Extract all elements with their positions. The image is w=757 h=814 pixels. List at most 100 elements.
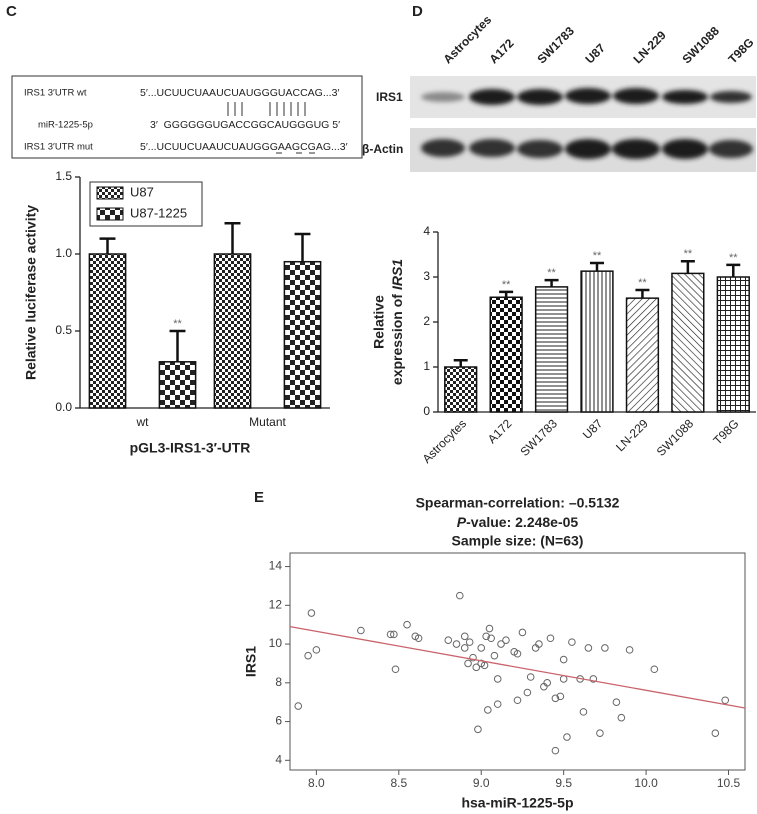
point xyxy=(403,620,411,629)
point xyxy=(452,640,461,648)
x-tick-label: 10.0 xyxy=(634,776,658,790)
y-tick-label: 4 xyxy=(275,752,282,766)
point xyxy=(460,644,469,652)
western-blot: IRS1 β-Actin Astrocytes A172 SW1783 U87 … xyxy=(362,12,757,172)
seq-label: IRS1 3′UTR wt xyxy=(24,88,87,99)
legend-swatch xyxy=(96,186,124,200)
bar xyxy=(625,297,660,413)
point xyxy=(312,646,321,654)
x-tick-label: 9.5 xyxy=(555,776,572,790)
point xyxy=(294,702,303,710)
legend-label: U87 xyxy=(130,184,154,199)
point xyxy=(551,694,560,703)
y-tick-label: 4 xyxy=(423,224,430,238)
error-bar xyxy=(169,329,186,362)
x-axis-label: hsa-miR-1225-5p xyxy=(461,795,573,811)
plot-frame xyxy=(289,552,746,771)
seq-label: miR-1225-5p xyxy=(38,120,93,131)
error-bar xyxy=(99,237,116,254)
point xyxy=(484,706,492,714)
error-bar xyxy=(499,290,514,298)
significance: ** xyxy=(593,250,602,262)
y-tick-label: 6 xyxy=(275,714,282,728)
bar xyxy=(534,286,569,413)
point xyxy=(556,692,565,701)
lane-label: A172 xyxy=(486,36,516,66)
bar xyxy=(88,253,127,409)
point xyxy=(579,708,588,716)
y-tick-label: 0.5 xyxy=(55,323,72,337)
panel-label: C xyxy=(6,3,17,20)
lane-label: T98G xyxy=(725,35,756,66)
title-italic: P xyxy=(457,514,467,530)
y-axis-label-gene: IRS1 xyxy=(389,259,405,290)
point xyxy=(721,696,730,705)
y-tick-label: 1.5 xyxy=(55,169,72,183)
title-part: -value: 2.248e-05 xyxy=(466,514,578,530)
point xyxy=(589,675,598,683)
point xyxy=(518,628,527,637)
lane-labels: Astrocytes A172 SW1783 U87 LN-229 SW1088… xyxy=(440,12,756,66)
x-tick-label: Astrocytes xyxy=(420,416,470,466)
x-axis-label: pGL3-IRS1-3′-UTR xyxy=(130,440,251,456)
error-bar xyxy=(294,232,311,262)
panel-label: E xyxy=(254,489,264,506)
point xyxy=(502,636,510,644)
base-pair-lines xyxy=(227,102,306,116)
point xyxy=(482,632,490,641)
seq-text: 5′...UCUUCUAAUCUAUGGGUACCAG...3′ xyxy=(140,87,339,99)
lane-label: SW1088 xyxy=(679,24,722,67)
point xyxy=(625,646,634,654)
panel-label: D xyxy=(412,3,423,20)
bar xyxy=(671,272,705,413)
point xyxy=(464,659,472,668)
point xyxy=(386,630,395,639)
point xyxy=(523,688,532,697)
significance: ** xyxy=(547,267,556,279)
chart-title: P-value: 2.248e-05 xyxy=(457,514,579,530)
significance: ** xyxy=(173,318,182,330)
x-tick-label: A172 xyxy=(485,416,515,446)
point xyxy=(456,591,464,600)
point xyxy=(414,634,423,643)
seq-text: 3′ GGGGGGUGACCGGCAUGGGUG 5′ xyxy=(150,119,340,131)
bands xyxy=(421,88,753,159)
point xyxy=(307,609,316,617)
point xyxy=(543,679,551,687)
point xyxy=(601,644,609,652)
bar xyxy=(716,276,750,413)
error-bar xyxy=(224,221,241,254)
y-tick-label: 2 xyxy=(423,314,430,328)
x-tick-label: U87 xyxy=(580,416,606,442)
bar xyxy=(580,270,614,413)
y-axis-label: expression of IRS1 xyxy=(389,259,405,385)
significance: ** xyxy=(638,277,647,289)
point xyxy=(612,698,621,706)
y-tick-label: 3 xyxy=(423,269,430,283)
point xyxy=(474,725,482,734)
point xyxy=(493,675,502,683)
point xyxy=(465,638,474,646)
point xyxy=(485,624,494,633)
x-tick-label: 10.5 xyxy=(717,776,741,790)
y-tick-label: 0.0 xyxy=(55,400,72,414)
y-tick-label: 10 xyxy=(269,636,283,650)
blot-row-label: β-Actin xyxy=(362,142,403,156)
seq-text: 5′...UCUUCUAAUCUAUGGGAAGCGAG...3′ xyxy=(140,141,348,153)
x-tick-label: SW1088 xyxy=(654,416,697,459)
point xyxy=(304,651,312,660)
point xyxy=(513,649,522,658)
error-bar xyxy=(590,261,604,272)
point xyxy=(493,700,502,708)
point xyxy=(487,634,495,643)
point xyxy=(444,636,453,644)
blot-row-label: IRS1 xyxy=(376,90,403,104)
point xyxy=(490,651,499,660)
point xyxy=(513,696,522,705)
point xyxy=(357,626,365,635)
point xyxy=(472,663,481,672)
point xyxy=(477,644,486,652)
seq-label: IRS1 3′UTR mut xyxy=(24,142,93,153)
chart-title: Sample size: (N=63) xyxy=(452,533,584,549)
